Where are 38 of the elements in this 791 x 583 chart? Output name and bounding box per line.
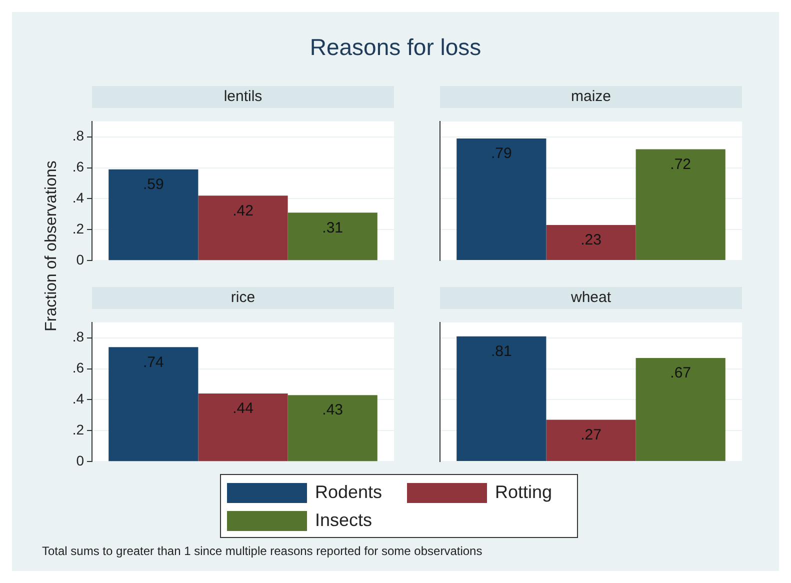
y-tick-label: .8 [72, 128, 84, 144]
y-tick-label: .4 [72, 190, 84, 206]
chart-title: lentils [92, 86, 394, 108]
y-tick-label: .2 [72, 220, 84, 237]
bar [108, 347, 198, 462]
y-tick-label: .4 [72, 390, 84, 407]
chart-title: wheat [440, 287, 742, 309]
bar [288, 395, 378, 462]
data-label: .72 [670, 156, 692, 173]
bar [198, 196, 288, 260]
bar [288, 212, 378, 260]
chart-title: rice [92, 287, 394, 309]
data-label: .31 [322, 219, 344, 236]
y-tick-label: .8 [72, 328, 84, 345]
text: Total sums to greater than 1 since multiple reasons reported for some observations [42, 544, 482, 558]
data-label: .81 [490, 343, 512, 360]
data-label: .79 [490, 145, 512, 162]
data-label: .67 [670, 364, 692, 382]
chart-title: maize [440, 86, 742, 108]
data-label: .27 [580, 426, 602, 444]
legend-label: Insects [315, 510, 372, 531]
text: Reasons for loss [308, 34, 482, 61]
data-label: .23 [580, 232, 602, 249]
data-label: .44 [232, 400, 254, 418]
text: Fraction of observations [43, 160, 61, 334]
legend-label: Rotting [495, 482, 552, 503]
y-tick-label: .2 [72, 422, 84, 438]
y-tick-label: 0 [76, 452, 84, 468]
data-label: .43 [322, 402, 344, 419]
bar [198, 394, 288, 462]
y-tick-label: 0 [76, 251, 84, 268]
data-label: .74 [142, 354, 164, 371]
y-tick-label: .6 [72, 158, 84, 175]
bar [108, 169, 198, 260]
data-label: .42 [232, 202, 254, 220]
data-label: .59 [142, 176, 164, 193]
y-tick-label: .6 [72, 360, 84, 376]
legend-label: Rodents [315, 482, 382, 503]
